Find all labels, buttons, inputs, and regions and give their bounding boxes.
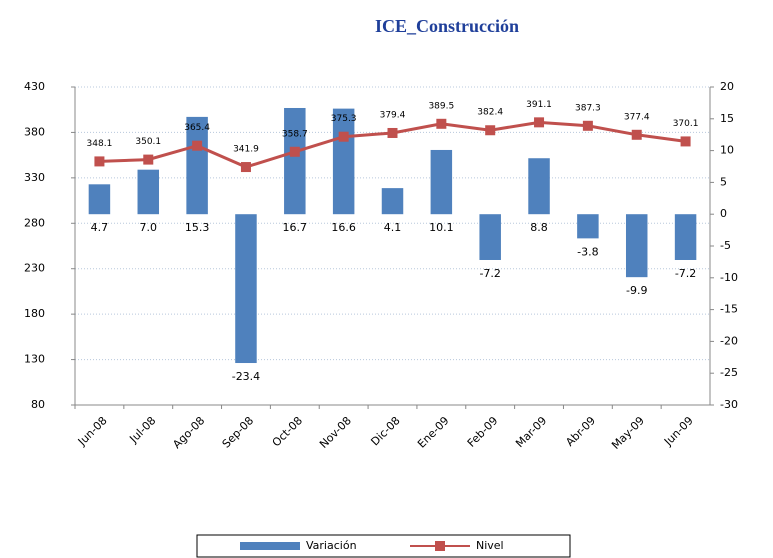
y-tick-label: 230 bbox=[24, 262, 45, 275]
line-marker bbox=[436, 118, 447, 129]
x-tick-label: Dic-08 bbox=[368, 414, 402, 448]
legend-swatch bbox=[240, 542, 300, 550]
bar-value-label: 15.3 bbox=[185, 221, 210, 234]
y-tick-label: 430 bbox=[24, 80, 45, 93]
line-marker bbox=[582, 120, 593, 131]
legend-label: Variación bbox=[306, 539, 357, 552]
line-value-label: 389.5 bbox=[428, 101, 454, 111]
y2-tick-label: 5 bbox=[720, 175, 727, 188]
x-tick-label: Jul-08 bbox=[127, 414, 159, 446]
bar bbox=[625, 214, 648, 278]
line-marker bbox=[338, 131, 349, 142]
x-tick-label: Jun-08 bbox=[75, 414, 110, 449]
y2-tick-label: -25 bbox=[720, 366, 738, 379]
x-tick-label: Sep-08 bbox=[220, 414, 257, 451]
x-tick-label: Abr-09 bbox=[563, 414, 598, 449]
y2-tick-label: 10 bbox=[720, 144, 734, 157]
line-value-label: 377.4 bbox=[624, 112, 650, 122]
bar-value-label: 8.8 bbox=[530, 221, 548, 234]
bar-value-label: 16.7 bbox=[283, 221, 308, 234]
bar bbox=[479, 214, 501, 260]
x-tick-label: Ene-09 bbox=[415, 414, 452, 451]
line-marker bbox=[143, 154, 154, 165]
y2-tick-label: 15 bbox=[720, 112, 734, 125]
y-tick-label: 130 bbox=[24, 353, 45, 366]
line-value-label: 350.1 bbox=[135, 137, 161, 147]
bar-value-label: 7.0 bbox=[140, 221, 158, 234]
bar bbox=[577, 214, 599, 239]
y2-tick-label: -20 bbox=[720, 334, 738, 347]
line-value-label: 365.4 bbox=[184, 123, 210, 133]
line-value-label: 341.9 bbox=[233, 145, 259, 155]
line-value-label: 375.3 bbox=[331, 114, 357, 124]
bar-value-label: -3.8 bbox=[577, 245, 598, 258]
bar bbox=[186, 116, 208, 215]
legend-label: Nivel bbox=[476, 539, 504, 552]
bar bbox=[88, 184, 111, 215]
line-marker bbox=[240, 162, 251, 173]
line-value-label: 387.3 bbox=[575, 103, 601, 113]
bar bbox=[284, 107, 306, 215]
x-tick-label: Jun-09 bbox=[661, 414, 696, 449]
bar bbox=[332, 108, 355, 215]
line-value-label: 358.7 bbox=[282, 129, 308, 139]
bar-value-label: 4.1 bbox=[384, 221, 402, 234]
y2-tick-label: -5 bbox=[720, 239, 731, 252]
line-value-label: 370.1 bbox=[673, 119, 699, 129]
chart-title: ICE_Construcción bbox=[375, 16, 519, 36]
y-tick-label: 280 bbox=[24, 216, 45, 229]
line-marker bbox=[94, 156, 105, 167]
bar bbox=[430, 149, 453, 215]
x-tick-label: Nov-08 bbox=[317, 414, 354, 451]
y2-tick-label: -30 bbox=[720, 398, 738, 411]
y-tick-label: 80 bbox=[31, 398, 45, 411]
line-marker bbox=[631, 129, 642, 140]
y2-tick-label: 0 bbox=[720, 207, 727, 220]
bar-value-label: 4.7 bbox=[91, 221, 109, 234]
line-value-label: 379.4 bbox=[380, 110, 406, 120]
line-value-label: 382.4 bbox=[477, 108, 503, 118]
y2-tick-label: -15 bbox=[720, 303, 738, 316]
bar-value-label: 16.6 bbox=[331, 221, 356, 234]
line-marker bbox=[192, 140, 203, 151]
bar bbox=[674, 214, 697, 260]
x-tick-label: Ago-08 bbox=[170, 414, 207, 451]
bar-value-label: -23.4 bbox=[232, 370, 260, 383]
bar-value-label: -9.9 bbox=[626, 284, 647, 297]
x-tick-label: Oct-08 bbox=[270, 414, 305, 449]
line-value-label: 391.1 bbox=[526, 100, 552, 110]
x-tick-label: May-09 bbox=[609, 414, 647, 452]
y-tick-label: 330 bbox=[24, 171, 45, 184]
bar-value-label: -7.2 bbox=[675, 267, 696, 280]
y-tick-label: 380 bbox=[24, 125, 45, 138]
y2-tick-label: -10 bbox=[720, 271, 738, 284]
bar-value-label: -7.2 bbox=[479, 267, 500, 280]
y-tick-label: 180 bbox=[24, 307, 45, 320]
bar bbox=[235, 214, 257, 364]
legend-marker bbox=[435, 541, 445, 551]
bar bbox=[528, 158, 550, 215]
line-marker bbox=[680, 136, 691, 147]
line-marker bbox=[387, 127, 398, 138]
line-value-label: 348.1 bbox=[87, 139, 113, 149]
x-tick-label: Feb-09 bbox=[465, 414, 501, 450]
line-marker bbox=[485, 125, 496, 136]
x-tick-label: Mar-09 bbox=[513, 414, 549, 450]
line-marker bbox=[534, 117, 545, 128]
bar-value-label: 10.1 bbox=[429, 221, 454, 234]
bar bbox=[381, 188, 404, 215]
line-marker bbox=[289, 146, 300, 157]
legend-box bbox=[196, 534, 571, 558]
y2-tick-label: 20 bbox=[720, 80, 734, 93]
bar bbox=[137, 169, 160, 215]
